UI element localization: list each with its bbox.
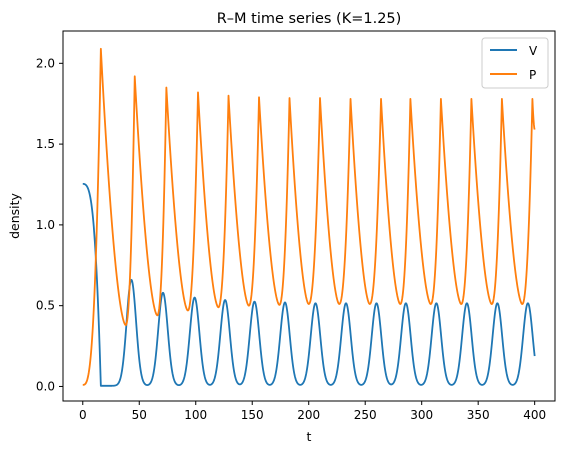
y-tick-label: 0.5 [36,299,55,313]
x-axis-ticks: 0 50 100 150 200 250 300 350 400 [79,401,546,422]
legend-box [481,37,549,89]
x-tick-label: 100 [184,408,207,422]
x-tick-label: 0 [79,408,87,422]
legend-label-p: P [529,68,536,82]
x-axis-label: t [307,429,312,444]
series-line-p [82,47,536,386]
x-tick-label: 400 [523,408,546,422]
x-tick-label: 50 [132,408,147,422]
series-layer [82,47,536,387]
legend-label-v: V [529,44,538,58]
chart-title: R–M time series (K=1.25) [217,11,402,27]
y-axis-ticks: 0.0 0.5 1.0 1.5 2.0 [36,56,63,393]
x-tick-label: 350 [467,408,490,422]
series-line-v [82,182,536,387]
y-tick-label: 1.0 [36,218,55,232]
x-tick-label: 150 [241,408,264,422]
y-tick-label: 1.5 [36,137,55,151]
x-tick-label: 300 [410,408,433,422]
y-axis-label: density [7,192,22,238]
x-tick-label: 250 [354,408,377,422]
y-tick-label: 0.0 [36,379,55,393]
y-tick-label: 2.0 [36,56,55,70]
legend: V P [481,37,549,89]
x-tick-label: 200 [297,408,320,422]
